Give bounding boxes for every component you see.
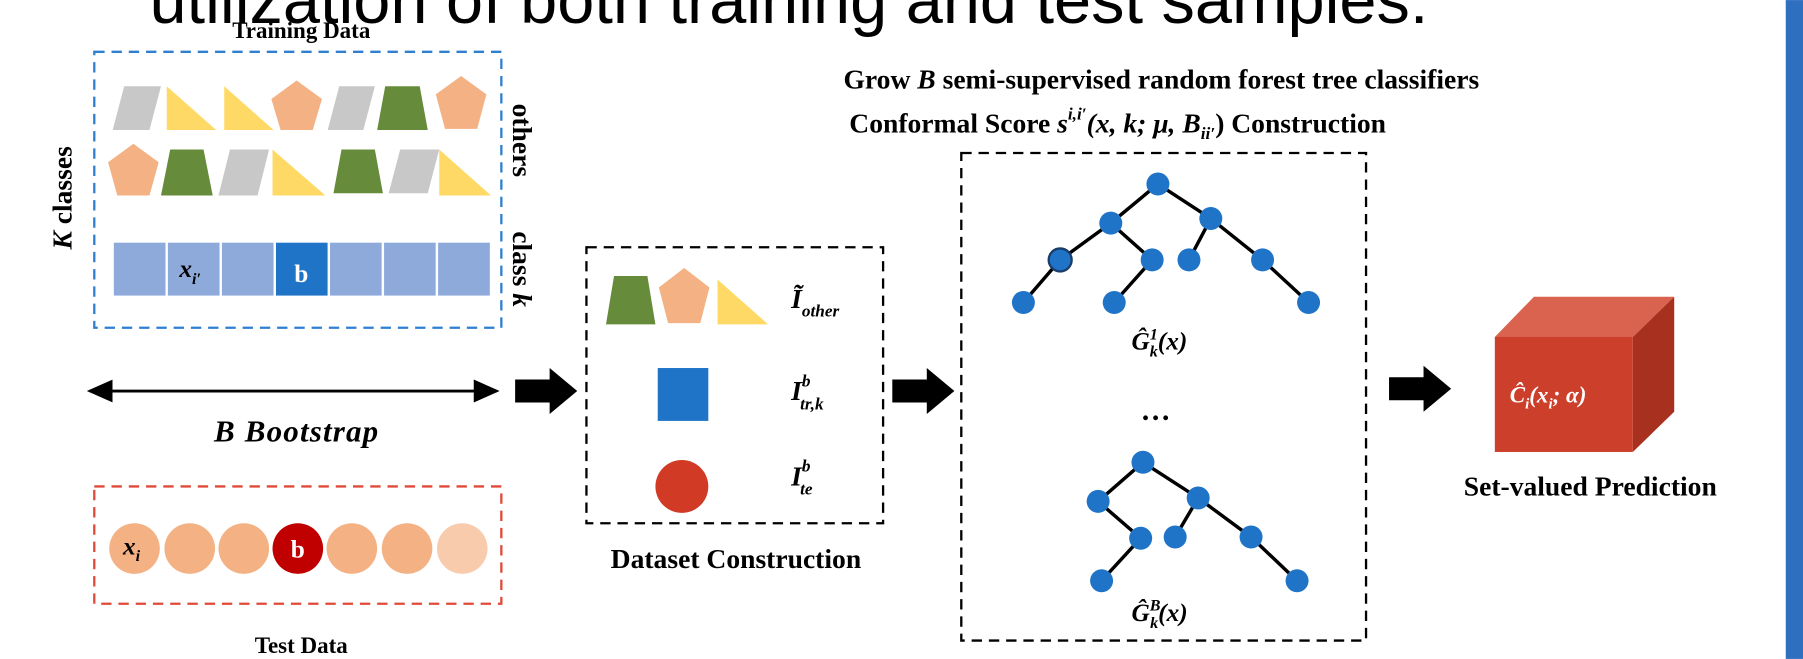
training-shapes: [108, 76, 491, 196]
sup: b: [802, 457, 811, 476]
base: Ĉ: [1510, 382, 1526, 408]
class-k-label: class k: [507, 231, 538, 307]
sub: i′: [192, 271, 201, 288]
sub: i: [136, 548, 141, 565]
sub: k: [1150, 344, 1158, 361]
forest-line2: Conformal Score si,i′(x, k; μ, Bii′) Con…: [849, 105, 1386, 144]
arrow: [515, 368, 577, 414]
post: ) Construction: [1215, 107, 1386, 138]
post: ; α): [1553, 383, 1587, 408]
pre: Grow: [843, 64, 917, 95]
bootstrap-label: B Bootstrap: [213, 414, 379, 449]
sup: 1: [1150, 326, 1158, 343]
text: class: [507, 231, 538, 293]
italic: K: [46, 230, 77, 251]
sub: ii′: [1201, 124, 1215, 143]
dataset-title: Dataset Construction: [611, 543, 861, 574]
sub: te: [800, 480, 813, 499]
arrow: [1389, 366, 1451, 412]
sub: tr,k: [800, 394, 824, 413]
dataset-shapes: [606, 268, 768, 513]
forest-line1: Grow B semi-supervised random forest tre…: [843, 64, 1479, 95]
base: x: [178, 255, 192, 283]
italic: k: [507, 293, 538, 307]
text: classes: [46, 146, 77, 231]
prediction-cube: [1495, 297, 1674, 452]
args: (x): [1158, 328, 1187, 356]
edge-strip: [1786, 0, 1803, 659]
k-classes: K classes: [46, 146, 77, 251]
italic: B: [916, 64, 935, 95]
others-label: others: [507, 104, 538, 178]
sup: b: [802, 371, 811, 390]
diagram: utilization of both training and test sa…: [0, 0, 1803, 659]
test-title: Test Data: [255, 633, 349, 658]
args: (x, k; μ, B: [1087, 107, 1201, 138]
base: x: [122, 532, 136, 560]
training-title: Training Data: [232, 18, 371, 43]
tree-1: [1012, 173, 1320, 314]
base: s: [1056, 107, 1068, 138]
arrow: [892, 368, 954, 414]
tree-b: [1087, 451, 1309, 592]
test-b-label: b: [291, 536, 305, 564]
args: (x: [1529, 383, 1548, 408]
base: Ĝ: [1131, 327, 1149, 356]
sub: other: [802, 301, 840, 320]
cell-b-label: b: [294, 260, 308, 288]
pre: Conformal Score: [849, 107, 1057, 138]
args: (x): [1158, 599, 1187, 627]
sup: i,i′: [1068, 105, 1087, 124]
prediction-title: Set-valued Prediction: [1464, 471, 1717, 502]
other-label: Ĩother: [790, 283, 839, 320]
ellipsis: …: [1141, 394, 1171, 427]
base: Ĝ: [1131, 598, 1149, 627]
post: semi-supervised random forest tree class…: [936, 64, 1480, 95]
sub: k: [1150, 615, 1158, 632]
